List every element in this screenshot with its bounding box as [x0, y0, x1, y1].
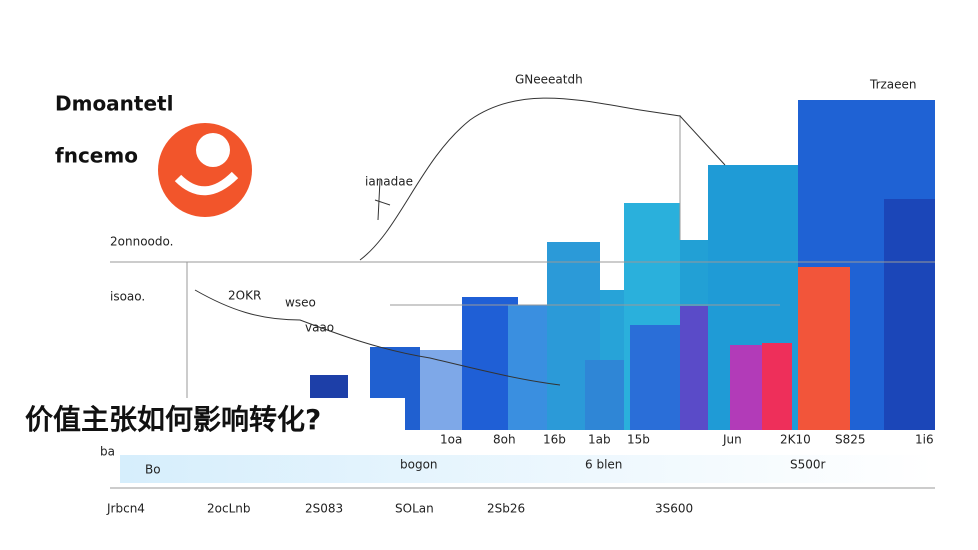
axis-labels: 1oa 8oh 16b 1ab 15b Jun 2K10 S825 1i6 [440, 433, 934, 447]
title-box [20, 398, 405, 442]
bottom-label: Jrbcn4 [106, 502, 145, 516]
axis-label: Jun [722, 433, 742, 447]
band-label: bogon [400, 458, 438, 472]
annotation: Trzaeen [869, 78, 917, 92]
bar [630, 325, 680, 430]
axis-label: 15b [627, 433, 650, 447]
title: 价值主张如何影响转化? [25, 403, 321, 436]
axis-label: S825 [835, 433, 866, 447]
annotation: GNeeeatdh [515, 73, 583, 87]
annotation: 2onnoodo. [110, 235, 173, 249]
logo-mark [174, 171, 239, 196]
axis-label: 2K10 [780, 433, 811, 447]
annotation: vaao [305, 321, 334, 335]
logo-text: fncemo [55, 144, 138, 168]
annotation: ianadae [365, 175, 413, 189]
bottom-label: 2S083 [305, 502, 343, 516]
band-label: Bo [145, 463, 161, 477]
axis-label: 1i6 [915, 433, 934, 447]
logo-text: Dmoantetl [55, 92, 173, 116]
band-label: 6 blen [585, 458, 622, 472]
sketch-lines [110, 97, 935, 489]
band [120, 455, 935, 483]
annotations: GNeeeatdh Trzaeen ianadae 2onnoodo. isoa… [100, 73, 917, 459]
axis-label: 1ab [588, 433, 611, 447]
bottom-labels: Jrbcn4 2ocLnb 2S083 SOLan 2Sb26 3S600 [106, 502, 693, 516]
bars [310, 100, 935, 430]
annotation: isoao. [110, 290, 145, 304]
annotation: ba [100, 445, 115, 459]
band-labels: Bo bogon 6 blen S500r [145, 458, 826, 477]
bottom-label: SOLan [395, 502, 434, 516]
annotation: wseo [285, 296, 316, 310]
bar [730, 345, 762, 430]
logo-mark [196, 133, 230, 167]
bar [762, 343, 792, 430]
bar [508, 305, 548, 430]
bottom-label: 2Sb26 [487, 502, 525, 516]
logo: Dmoantetl fncemo [55, 92, 252, 217]
axis-label: 16b [543, 433, 566, 447]
bar [884, 199, 935, 430]
annotation: 2OKR [228, 289, 261, 303]
axis-label: 8oh [493, 433, 516, 447]
bar [585, 360, 625, 430]
bar [798, 267, 850, 430]
band-label: S500r [790, 458, 826, 472]
bottom-label: 2ocLnb [207, 502, 250, 516]
axis-label: 1oa [440, 433, 462, 447]
bottom-label: 3S600 [655, 502, 693, 516]
bar [420, 350, 462, 430]
